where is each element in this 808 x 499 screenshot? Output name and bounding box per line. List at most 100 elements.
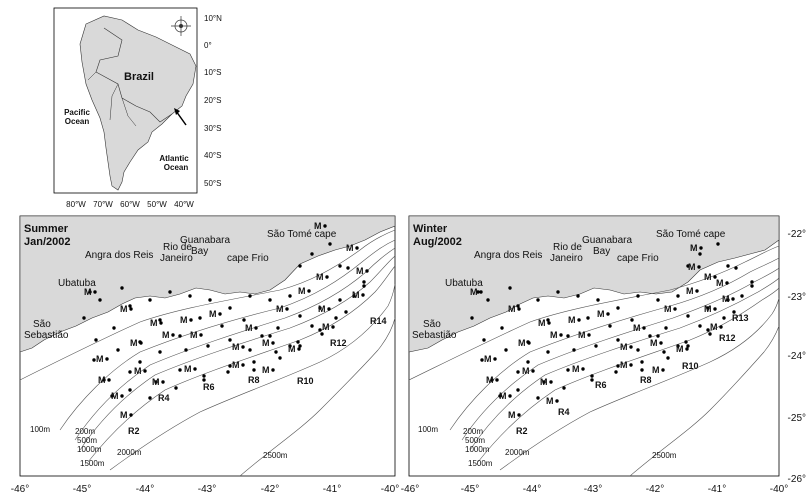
summer-station-dot	[362, 280, 366, 284]
summer-station-dot	[318, 306, 322, 310]
place-sao-seb-1: São	[423, 319, 441, 330]
inset-lat-label: 40°S	[204, 151, 221, 160]
transect-label: R6	[203, 382, 215, 392]
winter-station-dot	[676, 344, 680, 348]
winter-station-dot	[516, 388, 520, 392]
winter-station-m-dot	[659, 341, 663, 345]
summer-station-m-label: M	[346, 243, 354, 253]
winter-station-dot	[722, 316, 726, 320]
summer-station-dot	[298, 314, 302, 318]
winter-station-dot	[750, 284, 754, 288]
location-arrow-icon	[174, 108, 187, 126]
summer-station-dot	[288, 344, 292, 348]
place-cape-frio: cape Frio	[617, 253, 659, 264]
summer-station-dot	[334, 316, 338, 320]
winter-station-m-dot	[719, 325, 723, 329]
isobath-label: 500m	[465, 436, 485, 445]
winter-station-dot	[616, 364, 620, 368]
summer-station-dot	[248, 294, 252, 298]
summer-station-m-label: M	[96, 354, 104, 364]
x-tick-label: -42°	[261, 484, 279, 495]
winter-station-dot	[586, 316, 590, 320]
compass-icon	[171, 16, 191, 36]
transect-label: R12	[330, 338, 347, 348]
isobath-label: 1500m	[80, 459, 105, 468]
summer-station-dot	[198, 316, 202, 320]
summer-station-dot	[168, 290, 172, 294]
summer-station-dot	[298, 344, 302, 348]
summer-station-dot	[228, 364, 232, 368]
summer-station-m-label: M	[318, 304, 326, 314]
transect-label: R4	[158, 393, 170, 403]
winter-station-m-label: M	[486, 375, 494, 385]
winter-station-m-dot	[699, 246, 703, 250]
summer-station-m-label: M	[245, 323, 253, 333]
place-cape-frio: cape Frio	[227, 253, 269, 264]
winter-station-dot	[750, 280, 754, 284]
summer-station-dot	[138, 360, 142, 364]
summer-station-m-dot	[307, 289, 311, 293]
winter-station-m-label: M	[550, 330, 558, 340]
transect-label: R13	[732, 313, 749, 323]
transect-label: R12	[719, 333, 736, 343]
summer-station-dot	[268, 334, 272, 338]
winter-station-m-label: M	[686, 286, 694, 296]
x-tick-label: -46°	[11, 484, 29, 495]
summer-station-dot	[228, 338, 232, 342]
summer-station-m-dot	[120, 394, 124, 398]
place-sao-tome: São Tomé cape	[267, 229, 337, 240]
summer-station-dot	[310, 324, 314, 328]
summer-station-dot	[352, 294, 356, 298]
winter-station-dot	[470, 316, 474, 320]
isobath-label: 200m	[463, 427, 483, 436]
summer-station-dot	[92, 358, 96, 362]
winter-station-m-dot	[606, 312, 610, 316]
summer-station-m-dot	[327, 307, 331, 311]
place-ubatuba: Ubatuba	[58, 278, 96, 289]
isobath-label: 100m	[30, 425, 50, 434]
winter-station-dot	[726, 298, 730, 302]
winter-station-m-dot	[697, 265, 701, 269]
label-pacific-2: Ocean	[65, 117, 90, 126]
isobath-label: 1000m	[465, 445, 490, 454]
summer-station-m-dot	[355, 246, 359, 250]
summer-station-m-label: M	[316, 272, 324, 282]
summer-station-dot	[310, 252, 314, 256]
summer-station-dot	[338, 264, 342, 268]
isobath-label: 100m	[418, 425, 438, 434]
summer-station-m-label: M	[288, 344, 296, 354]
winter-station-dot	[504, 348, 508, 352]
summer-station-dot	[208, 298, 212, 302]
winter-isobaths	[408, 245, 780, 477]
winter-station-dot	[508, 286, 512, 290]
summer-station-m-label: M	[120, 304, 128, 314]
winter-station-dot	[706, 328, 710, 332]
winter-title-season: Winter	[413, 223, 448, 235]
winter-station-m-label: M	[484, 354, 492, 364]
winter-station-dot	[698, 324, 702, 328]
summer-station-dot	[338, 298, 342, 302]
summer-station-m-label: M	[184, 364, 192, 374]
winter-station-dot	[516, 370, 520, 374]
summer-station-m-label: M	[314, 221, 322, 231]
summer-station-dot	[184, 348, 188, 352]
winter-station-dot	[630, 318, 634, 322]
summer-station-m-label: M	[276, 304, 284, 314]
winter-station-dot	[486, 298, 490, 302]
place-angra: Angra dos Reis	[85, 250, 153, 261]
winter-station-m-dot	[695, 289, 699, 293]
x-tick-label: -41°	[323, 484, 341, 495]
place-ubatuba: Ubatuba	[445, 278, 483, 289]
y-tick-label: -26°	[788, 474, 806, 485]
winter-station-dot	[566, 368, 570, 372]
winter-station-dot	[616, 306, 620, 310]
transect-label: R2	[128, 426, 140, 436]
winter-station-m-label: M	[538, 318, 546, 328]
winter-station-m-label: M	[716, 278, 724, 288]
summer-station-m-dot	[161, 380, 165, 384]
winter-station-dot	[686, 264, 690, 268]
place-guanabara-1: Guanabara	[582, 235, 632, 246]
winter-station-m-label: M	[518, 338, 526, 348]
